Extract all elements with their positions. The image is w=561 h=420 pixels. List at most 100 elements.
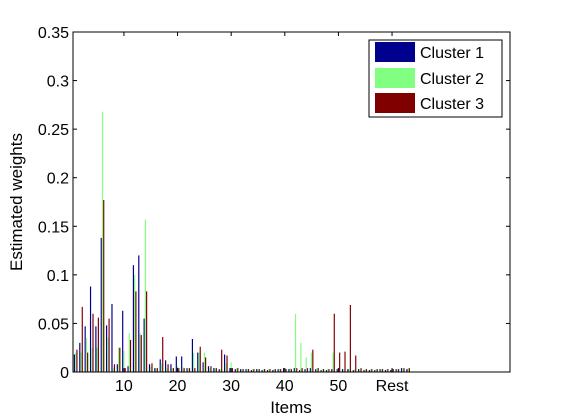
bar-cluster-2-item-6 — [101, 111, 104, 372]
bar-cluster-1-item-45 — [309, 368, 311, 372]
y-tick-label: 0.2 — [47, 171, 69, 188]
bar-cluster-2-item-52 — [348, 369, 350, 372]
bar-cluster-2-item-21 — [182, 367, 184, 372]
bar-cluster-2-item-3 — [85, 338, 87, 372]
bar-cluster-2-item-37 — [268, 369, 270, 372]
bar-cluster-2-item-35 — [257, 369, 259, 372]
bar-cluster-1-item-60 — [390, 370, 392, 372]
bar-cluster-1-item-56 — [368, 370, 370, 372]
bar-cluster-1-item-44 — [304, 369, 306, 372]
bar-cluster-3-item-34 — [253, 369, 255, 372]
bar-cluster-3-item-51 — [344, 351, 346, 372]
bar-cluster-2-item-23 — [193, 352, 195, 372]
bar-cluster-2-item-56 — [370, 369, 372, 372]
bar-cluster-1-item-38 — [272, 370, 274, 372]
bar-cluster-3-item-35 — [258, 369, 260, 372]
bar-cluster-3-item-11 — [129, 339, 132, 372]
bar-cluster-3-item-1 — [76, 349, 78, 372]
bar-cluster-1-item-27 — [213, 368, 215, 372]
bar-cluster-3-item-45 — [312, 349, 314, 372]
bar-cluster-3-item-40 — [285, 369, 287, 372]
bar-cluster-2-item-24 — [198, 352, 200, 372]
y-tick-label: 0.1 — [47, 268, 69, 285]
bar-cluster-2-item-47 — [321, 369, 323, 372]
legend-label-cluster-1: Cluster 1 — [420, 45, 484, 62]
y-axis-ticks: 0 0.05 0.1 0.15 0.2 0.25 0.3 0.35 — [38, 25, 510, 382]
bar-cluster-3-item-61 — [398, 369, 400, 372]
bar-cluster-2-item-17 — [160, 363, 163, 372]
bar-cluster-2-item-38 — [273, 369, 275, 372]
bar-cluster-3-item-33 — [247, 369, 250, 372]
bar-cluster-1-item-24 — [197, 352, 199, 372]
legend-swatch-cluster-2 — [375, 68, 415, 88]
x-tick-label: 30 — [222, 378, 240, 395]
bar-cluster-2-item-2 — [80, 352, 82, 372]
bar-cluster-2-item-39 — [278, 369, 281, 372]
bar-cluster-2-item-49 — [332, 352, 334, 372]
bar-cluster-3-item-6 — [103, 200, 105, 372]
bar-cluster-2-item-55 — [364, 369, 366, 372]
bar-cluster-3-item-16 — [156, 368, 158, 372]
bar-cluster-1-item-46 — [315, 369, 317, 372]
bar-cluster-1-item-23 — [191, 338, 193, 372]
bar-cluster-1-item-12 — [132, 265, 135, 372]
bar-cluster-2-item-9 — [117, 347, 120, 372]
bar-cluster-2-item-18 — [166, 368, 168, 372]
bar-cluster-3-item-29 — [226, 355, 228, 372]
x-tick-label: 20 — [169, 378, 187, 395]
bar-cluster-1-item-62 — [400, 368, 403, 372]
bar-cluster-3-item-60 — [392, 369, 394, 372]
x-tick-label: Rest — [376, 378, 409, 395]
bar-cluster-3-item-31 — [237, 368, 239, 372]
bar-cluster-1-item-15 — [148, 364, 151, 372]
bar-cluster-2-item-32 — [241, 369, 243, 372]
bar-cluster-2-item-48 — [327, 369, 329, 372]
bar-cluster-1-item-40 — [282, 368, 285, 372]
bar-cluster-2-item-11 — [128, 333, 130, 372]
bar-cluster-3-item-38 — [274, 369, 276, 372]
bar-cluster-3-item-25 — [205, 357, 207, 372]
bar-cluster-2-item-31 — [235, 368, 238, 372]
bar-cluster-1-item-42 — [293, 368, 295, 372]
bar-cluster-3-item-3 — [87, 352, 89, 372]
bar-cluster-3-item-20 — [178, 368, 180, 372]
bar-cluster-3-item-7 — [108, 318, 110, 372]
x-tick-label: 10 — [115, 378, 133, 395]
bar-cluster-2-item-33 — [246, 369, 248, 372]
bar-cluster-3-item-52 — [349, 304, 351, 372]
bar-cluster-2-item-29 — [225, 363, 227, 372]
bar-cluster-2-item-63 — [407, 368, 409, 372]
bar-cluster-1-item-11 — [127, 366, 129, 372]
bar-cluster-1-item-22 — [186, 368, 188, 372]
bar-cluster-3-item-39 — [280, 369, 282, 372]
bar-cluster-3-item-5 — [97, 317, 99, 372]
bar-cluster-2-item-26 — [209, 368, 211, 372]
legend: Cluster 1 Cluster 2 Cluster 3 — [368, 39, 503, 118]
bar-cluster-1-item-32 — [240, 369, 242, 372]
bar-cluster-2-item-61 — [396, 369, 398, 372]
bar-cluster-1-item-48 — [325, 370, 328, 372]
bar-cluster-1-item-34 — [250, 370, 252, 372]
bar-cluster-3-item-15 — [151, 363, 153, 372]
bar-cluster-3-item-21 — [183, 368, 185, 372]
bar-cluster-1-item-7 — [106, 325, 108, 372]
bar-cluster-3-item-27 — [215, 368, 217, 372]
bar-cluster-2-item-25 — [203, 352, 205, 372]
bar-cluster-3-item-23 — [194, 368, 196, 372]
bar-cluster-2-item-42 — [294, 313, 297, 372]
legend-swatch-cluster-1 — [375, 42, 415, 62]
bar-cluster-1-item-39 — [277, 369, 279, 372]
bar-cluster-3-item-37 — [269, 369, 271, 372]
bar-cluster-3-item-57 — [376, 369, 378, 372]
bar-cluster-1-item-9 — [116, 364, 118, 372]
bar-cluster-1-item-53 — [352, 370, 354, 372]
bar-cluster-3-item-9 — [119, 347, 121, 372]
bar-cluster-3-item-36 — [264, 369, 266, 372]
bar-cluster-3-item-55 — [365, 369, 368, 372]
bar-cluster-1-item-1 — [73, 354, 76, 372]
bar-cluster-1-item-10 — [122, 310, 124, 372]
bar-cluster-1-item-57 — [374, 370, 376, 372]
bar-cluster-1-item-6 — [100, 237, 102, 372]
bar-cluster-2-item-22 — [187, 368, 189, 372]
bar-cluster-1-item-52 — [347, 369, 349, 372]
